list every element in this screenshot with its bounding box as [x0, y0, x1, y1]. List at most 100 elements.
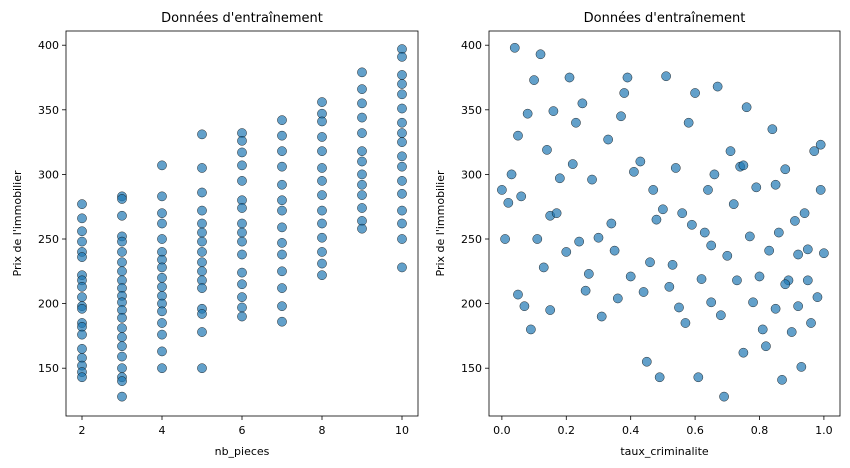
y-tick-label: 150 — [38, 362, 59, 375]
point — [397, 70, 407, 80]
y-tick-label: 250 — [461, 233, 482, 246]
point — [609, 245, 620, 256]
x-tick-label: 0.4 — [622, 424, 640, 437]
point — [77, 372, 87, 383]
point — [648, 185, 659, 195]
point — [317, 232, 327, 243]
point — [793, 249, 803, 260]
point — [197, 266, 207, 277]
point — [645, 257, 655, 268]
point — [709, 169, 720, 180]
point — [754, 271, 765, 282]
point — [587, 174, 597, 185]
point — [654, 372, 665, 383]
point — [770, 179, 781, 190]
point — [317, 146, 327, 157]
point — [780, 279, 791, 290]
point — [677, 208, 688, 219]
point — [197, 129, 207, 140]
point — [237, 147, 247, 158]
point — [680, 318, 691, 328]
point — [397, 128, 407, 138]
point — [815, 185, 826, 195]
point — [357, 156, 367, 167]
point — [117, 376, 127, 386]
point — [117, 210, 127, 221]
point — [397, 218, 407, 229]
point — [802, 244, 813, 255]
point — [806, 318, 816, 328]
y-tick-label: 250 — [38, 233, 59, 246]
point — [809, 146, 820, 157]
point — [157, 234, 167, 244]
point — [237, 292, 247, 302]
point — [277, 195, 287, 206]
x-tick-label: 10 — [395, 424, 409, 437]
point — [117, 257, 127, 268]
point — [237, 203, 247, 213]
point — [674, 302, 684, 313]
point — [277, 130, 287, 141]
point — [497, 185, 507, 195]
subplot: 2 4 6 8 10 150 200 250 300 350 400 Données d'entraî… — [11, 11, 419, 458]
point — [751, 182, 762, 193]
point — [277, 238, 287, 248]
point — [197, 247, 207, 257]
point — [764, 245, 775, 256]
point — [157, 318, 167, 328]
point — [157, 191, 167, 202]
point — [197, 363, 207, 374]
point — [651, 214, 662, 225]
point — [157, 218, 167, 229]
point — [317, 218, 327, 229]
point — [277, 266, 287, 277]
point — [117, 323, 127, 333]
point — [77, 199, 87, 209]
point — [157, 329, 167, 340]
point — [693, 372, 704, 383]
point — [357, 146, 367, 157]
point — [741, 102, 752, 113]
x-tick-label: 6 — [239, 424, 246, 437]
point — [397, 103, 407, 114]
point — [117, 194, 127, 204]
y-tick-label: 150 — [461, 362, 482, 375]
point — [725, 146, 736, 157]
x-tick-label: 2 — [79, 424, 86, 437]
point — [744, 231, 755, 242]
point — [277, 301, 287, 312]
y-axis-label: Prix de l'immobilier — [434, 170, 447, 276]
point — [277, 161, 287, 172]
point — [117, 341, 127, 352]
point — [542, 145, 552, 155]
point — [397, 234, 407, 244]
x-axis-label: nb_pieces — [215, 445, 270, 458]
point — [197, 257, 207, 268]
point — [622, 72, 633, 83]
point — [574, 236, 585, 247]
point — [237, 236, 247, 247]
point — [699, 227, 710, 238]
point — [551, 208, 562, 219]
point — [554, 173, 565, 184]
point — [357, 223, 367, 234]
point — [532, 234, 543, 244]
point — [664, 281, 675, 292]
point — [603, 134, 613, 145]
point — [397, 188, 407, 199]
point — [748, 297, 758, 308]
point — [703, 185, 713, 195]
point — [712, 81, 723, 92]
point — [397, 176, 407, 186]
x-tick-label: 8 — [319, 424, 326, 437]
point — [812, 292, 823, 302]
point — [237, 135, 247, 146]
point — [197, 327, 207, 337]
point — [197, 283, 207, 293]
point — [802, 275, 813, 286]
point — [397, 89, 407, 100]
point — [397, 79, 407, 89]
point — [535, 49, 546, 60]
point — [606, 218, 617, 229]
point — [357, 169, 367, 180]
